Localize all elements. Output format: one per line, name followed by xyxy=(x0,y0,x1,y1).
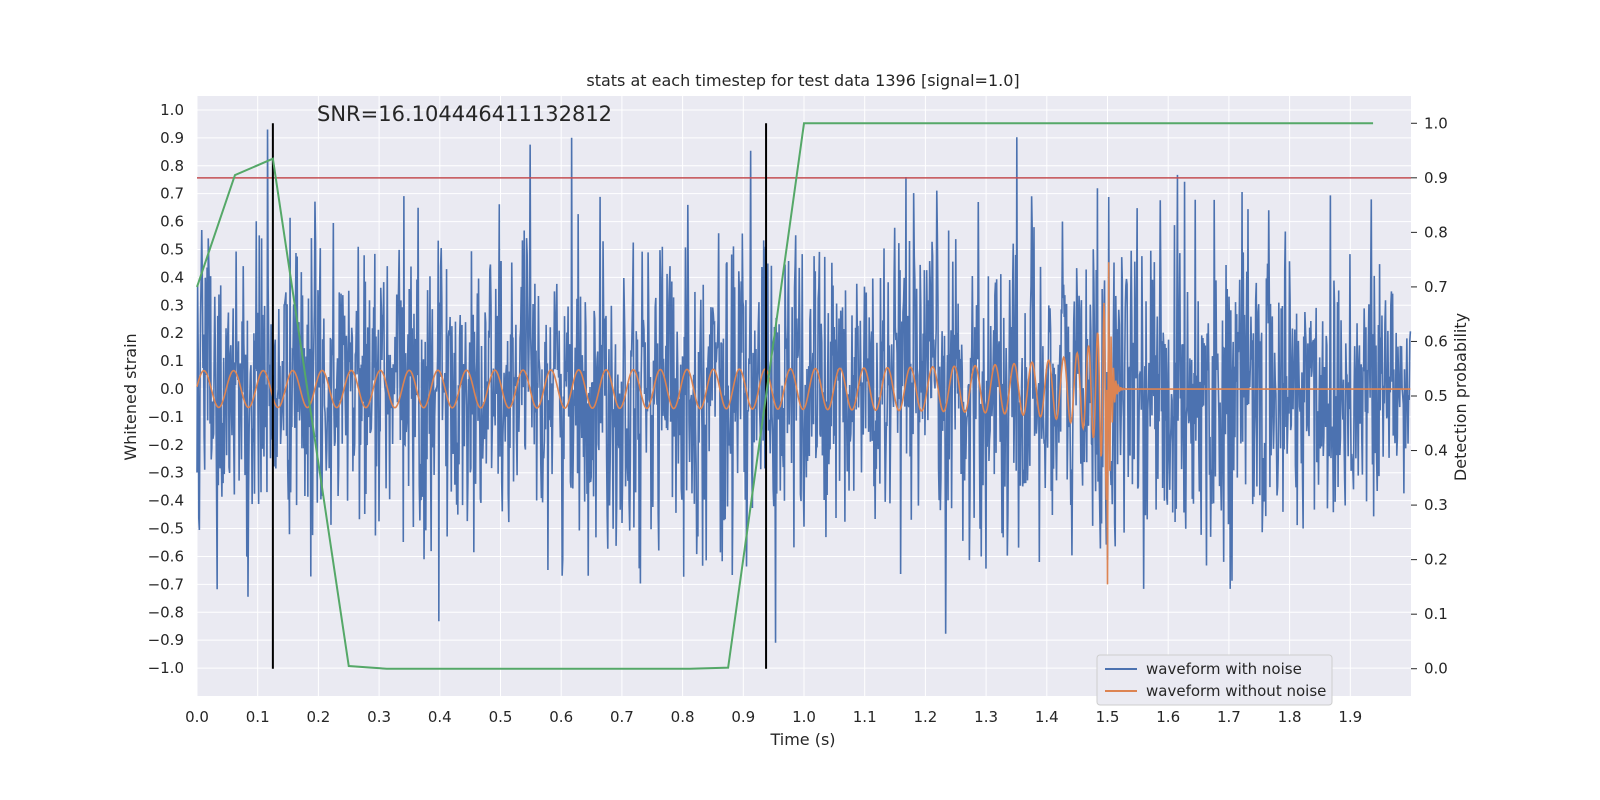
x-tick-label: 0.3 xyxy=(367,708,391,726)
x-tick-label: 0.6 xyxy=(549,708,573,726)
y-right-axis-ticks: 1.0 0.9 0.8 0.7 0.6 0.5 0.4 0.3 0.2 0.1 0.0 xyxy=(1411,114,1448,678)
x-tick-label: 1.2 xyxy=(913,708,937,726)
x-tick-label: 1.3 xyxy=(974,708,998,726)
y-left-tick-label: 0.0 xyxy=(160,380,184,398)
y-left-tick-label: 0.4 xyxy=(160,268,184,286)
y-left-tick-label: −0.5 xyxy=(148,520,184,538)
series-waveform-with-noise xyxy=(196,129,1412,643)
y-left-tick-label: −0.2 xyxy=(148,436,184,454)
y-left-tick-label: −0.4 xyxy=(148,492,184,510)
chart-title: stats at each timestep for test data 139… xyxy=(586,71,1019,90)
y-left-tick-label: −0.3 xyxy=(148,464,184,482)
noisy-waveform-line xyxy=(196,129,1412,643)
detection-probability-line xyxy=(196,122,1374,670)
x-tick-label: 0.5 xyxy=(489,708,513,726)
y-right-tick-label: 0.8 xyxy=(1424,223,1448,241)
y-left-tick-label: 0.3 xyxy=(160,296,184,314)
y-right-tick-label: 0.6 xyxy=(1424,332,1448,350)
series-waveform-without-noise xyxy=(196,262,1411,585)
y-left-tick-label: 0.6 xyxy=(160,213,184,231)
y-right-tick-label: 0.3 xyxy=(1424,496,1448,514)
x-tick-label: 1.9 xyxy=(1338,708,1362,726)
x-tick-label: 0.0 xyxy=(185,708,209,726)
y-left-tick-label: −0.7 xyxy=(148,575,184,593)
y-right-tick-label: 0.1 xyxy=(1424,605,1448,623)
legend: waveform with noise waveform without noi… xyxy=(1096,654,1333,706)
x-axis-ticks: 0.0 0.1 0.2 0.3 0.4 0.5 0.6 0.7 0.8 0.9 1.0 1.1 1.2 1… xyxy=(185,708,1362,726)
y-right-tick-label: 1.0 xyxy=(1424,114,1448,132)
x-tick-label: 0.4 xyxy=(428,708,452,726)
y-left-tick-label: 0.2 xyxy=(160,324,184,342)
x-tick-label: 1.8 xyxy=(1278,708,1302,726)
x-tick-label: 0.8 xyxy=(671,708,695,726)
y-right-tick-label: 0.2 xyxy=(1424,551,1448,569)
clean-waveform-line xyxy=(196,262,1411,585)
y-left-tick-label: −0.1 xyxy=(148,408,184,426)
snr-annotation: SNR=16.104446411132812 xyxy=(317,102,612,126)
legend-box xyxy=(1096,654,1333,706)
y-left-tick-label: 0.8 xyxy=(160,157,184,175)
y-right-tick-label: 0.0 xyxy=(1424,660,1448,678)
y-left-tick-label: 0.7 xyxy=(160,185,184,203)
x-tick-label: 0.1 xyxy=(246,708,270,726)
x-tick-label: 0.2 xyxy=(306,708,330,726)
x-tick-label: 1.5 xyxy=(1096,708,1120,726)
y-left-tick-label: 0.1 xyxy=(160,352,184,370)
y-left-axis-ticks: 1.0 0.9 0.8 0.7 0.6 0.5 0.4 0.3 0.2 0.1 0.0 −0.1 −0.… xyxy=(148,101,184,677)
y-right-tick-label: 0.7 xyxy=(1424,278,1448,296)
y-left-tick-label: 1.0 xyxy=(160,101,184,119)
y-left-tick-label: −0.9 xyxy=(148,631,184,649)
x-tick-label: 1.0 xyxy=(792,708,816,726)
y-left-tick-label: −1.0 xyxy=(148,659,184,677)
x-tick-label: 1.4 xyxy=(1035,708,1059,726)
y-left-tick-label: −0.8 xyxy=(148,603,184,621)
y-left-tick-label: 0.9 xyxy=(160,129,184,147)
y-right-tick-label: 0.5 xyxy=(1424,387,1448,405)
y-left-tick-label: −0.6 xyxy=(148,547,184,565)
x-tick-label: 1.1 xyxy=(853,708,877,726)
x-axis-label: Time (s) xyxy=(769,730,835,749)
x-tick-label: 1.7 xyxy=(1217,708,1241,726)
legend-label-clean: waveform without noise xyxy=(1146,682,1326,700)
y-right-tick-label: 0.4 xyxy=(1424,442,1448,460)
y-left-axis-label: Whitened strain xyxy=(121,333,140,460)
y-left-tick-label: 0.5 xyxy=(160,240,184,258)
x-tick-label: 1.6 xyxy=(1156,708,1180,726)
series-detection-probability xyxy=(196,122,1374,670)
y-right-tick-label: 0.9 xyxy=(1424,169,1448,187)
y-right-axis-label: Detection probability xyxy=(1451,313,1470,481)
x-tick-label: 0.7 xyxy=(610,708,634,726)
legend-label-noisy: waveform with noise xyxy=(1146,660,1302,678)
x-tick-label: 0.9 xyxy=(731,708,755,726)
